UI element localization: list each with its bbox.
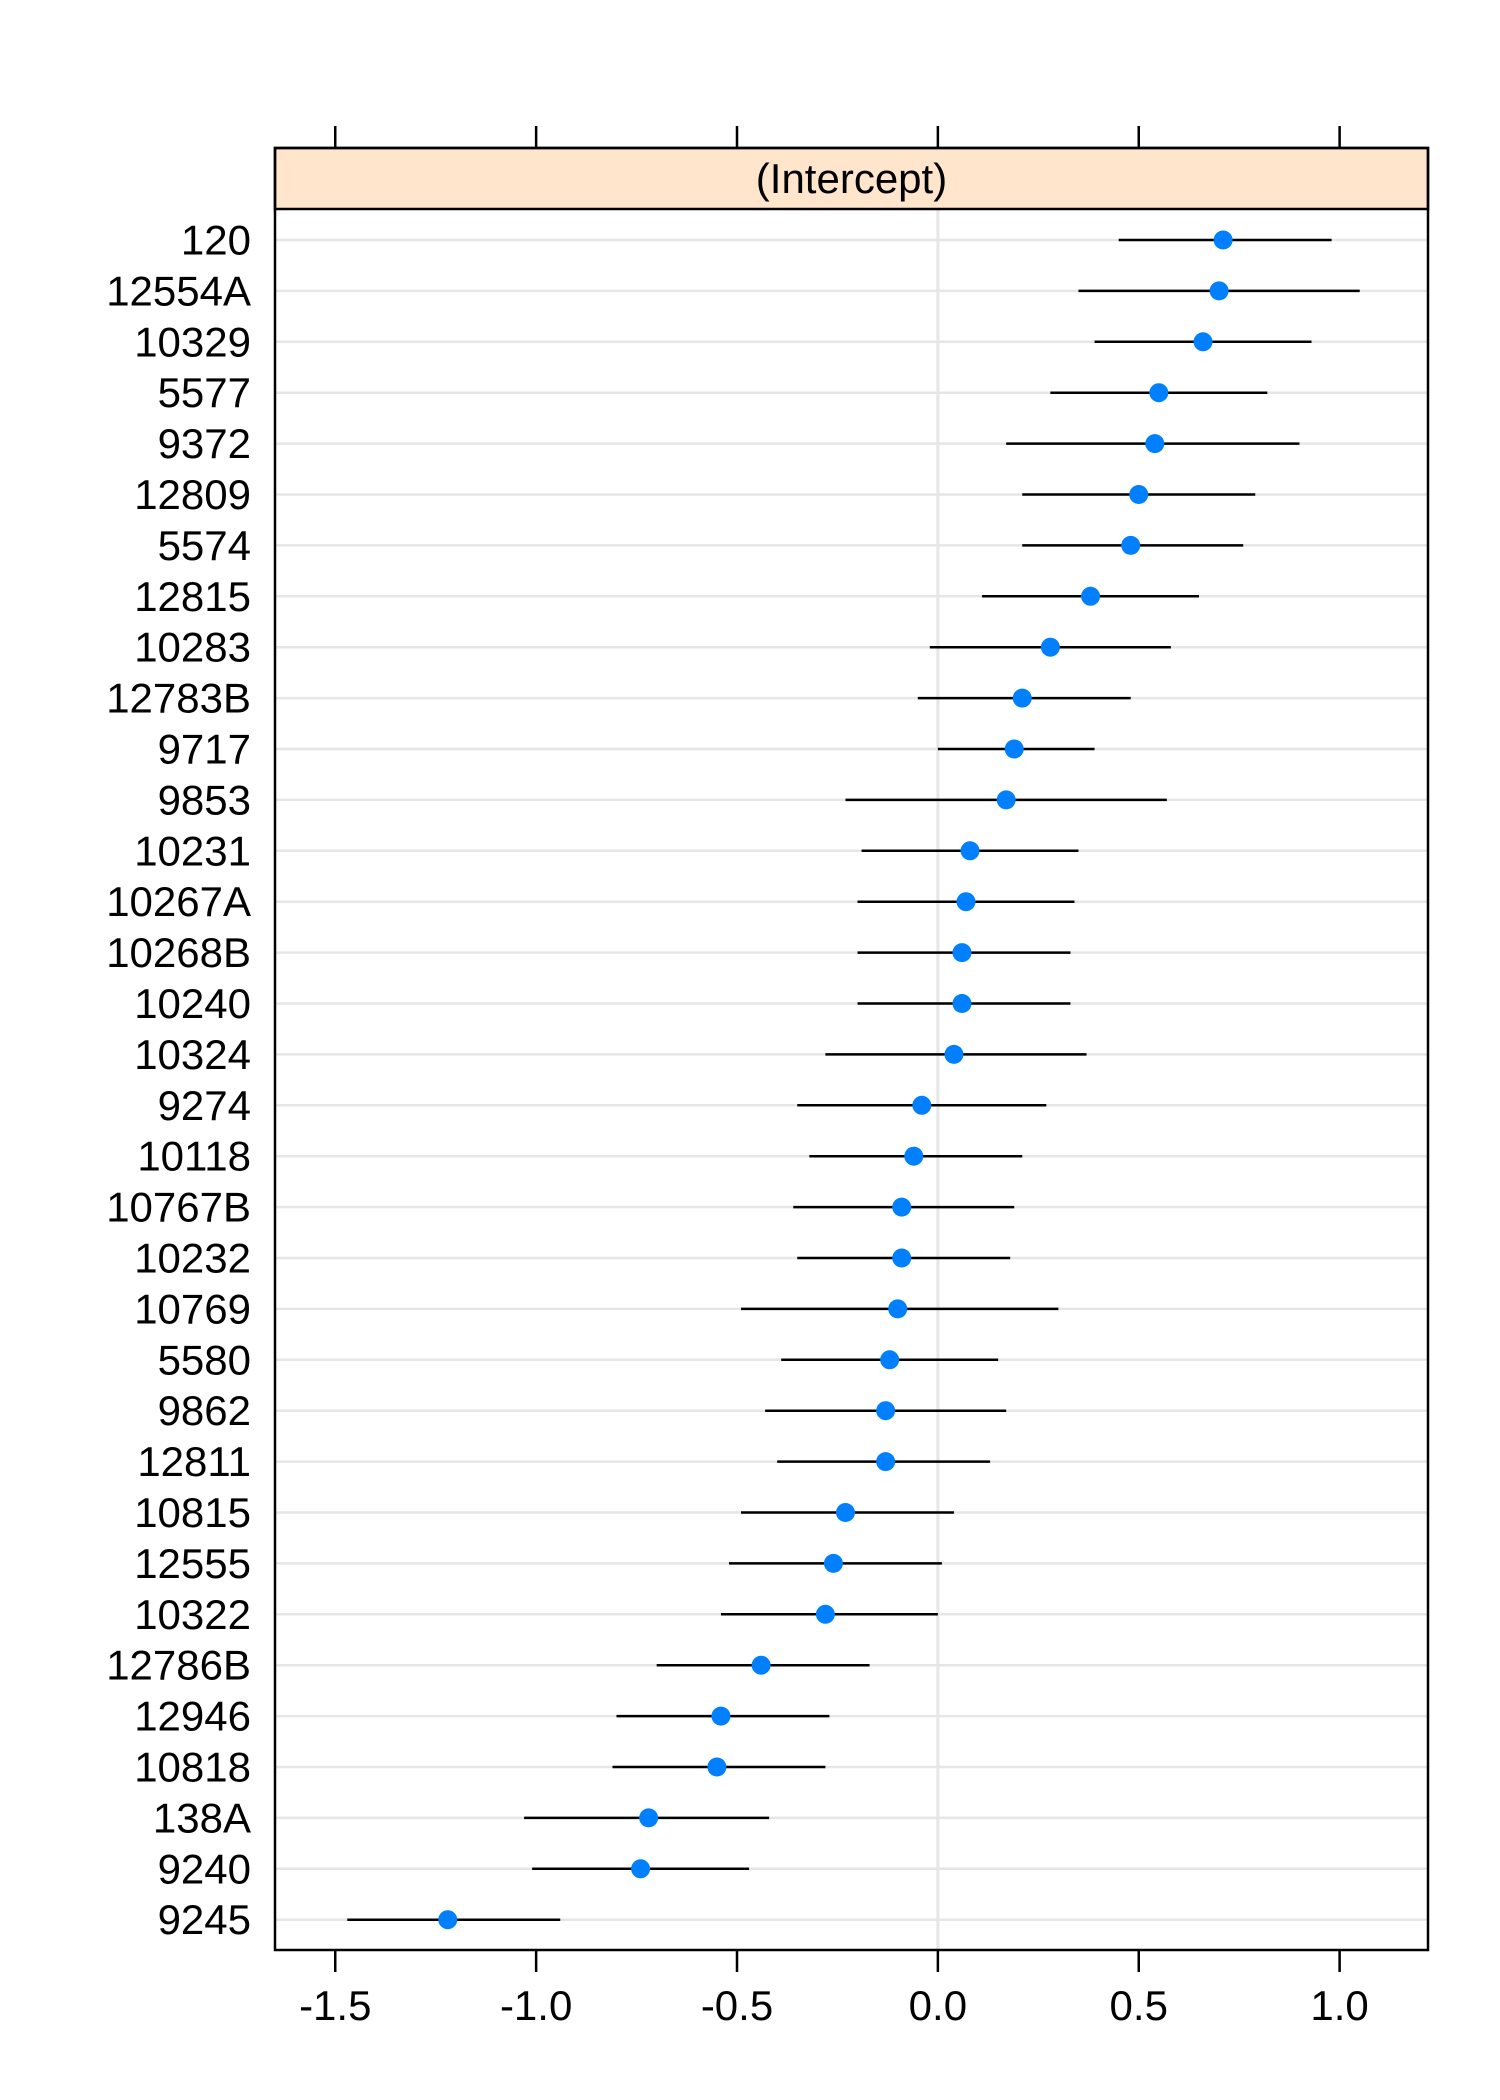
estimate-point (892, 1248, 912, 1268)
strip-label: (Intercept) (756, 155, 947, 202)
estimate-point (960, 841, 980, 861)
y-tick-label: 120 (181, 217, 251, 264)
y-axis-labels: 12012554A1032955779372128095574128151028… (106, 217, 251, 1944)
estimate-point (438, 1910, 458, 1930)
panel-border (273, 146, 1430, 1952)
y-tick-label: 10267A (106, 878, 251, 925)
y-tick-label: 5577 (158, 369, 251, 416)
y-tick-label: 10240 (134, 980, 251, 1027)
y-tick-label: 12555 (134, 1540, 251, 1587)
y-tick-label: 9372 (158, 420, 251, 467)
y-tick-label: 12783B (106, 675, 251, 722)
y-tick-label: 10767B (106, 1184, 251, 1231)
estimate-points (438, 230, 1233, 1930)
estimate-point (888, 1299, 908, 1319)
estimate-point (956, 892, 976, 912)
estimate-point (876, 1401, 896, 1421)
estimate-point (880, 1350, 900, 1370)
estimate-point (912, 1095, 932, 1115)
y-tick-label: 9862 (158, 1387, 251, 1434)
estimate-point (707, 1757, 727, 1777)
y-tick-label: 10268B (106, 929, 251, 976)
estimate-point (996, 790, 1016, 810)
x-axis: -1.5 -1.0 -0.5 0.0 0.5 1.0 (299, 126, 1369, 2029)
y-tick-label: 12554A (106, 267, 251, 314)
estimate-point (952, 943, 972, 963)
estimate-point (1129, 485, 1149, 504)
y-tick-label: 9245 (158, 1896, 251, 1943)
estimate-point (1209, 281, 1229, 301)
y-tick-label: 12811 (137, 1438, 251, 1485)
estimate-point (815, 1604, 835, 1624)
interval-lines (347, 238, 1360, 1921)
estimate-point (1040, 637, 1060, 657)
estimate-point (639, 1808, 659, 1828)
y-tick-label: 10329 (134, 318, 251, 365)
estimate-point (1145, 434, 1165, 454)
y-tick-label: 10232 (134, 1235, 251, 1282)
y-tick-label: 12946 (134, 1693, 251, 1740)
x-tick-label: 1.0 (1310, 1982, 1368, 2029)
gridlines (275, 238, 1428, 1921)
estimate-point (876, 1452, 896, 1472)
estimate-point (711, 1706, 731, 1726)
estimate-point (1012, 688, 1032, 708)
y-tick-label: 10769 (134, 1285, 251, 1332)
estimate-point (835, 1503, 855, 1522)
estimate-point (1213, 230, 1233, 250)
estimate-point (952, 994, 972, 1013)
y-tick-label: 9240 (158, 1845, 251, 1892)
estimate-point (1081, 586, 1101, 606)
y-tick-label: 5574 (158, 522, 251, 569)
x-tick-label: -0.5 (701, 1982, 773, 2029)
estimate-point (1004, 739, 1024, 759)
estimate-point (904, 1146, 924, 1166)
x-tick-label: 0.5 (1110, 1982, 1168, 2029)
x-tick-label: -1.5 (299, 1982, 371, 2029)
estimate-point (892, 1197, 912, 1217)
estimate-point (1193, 332, 1213, 352)
estimate-point (944, 1044, 964, 1064)
x-tick-label: 0.0 (909, 1982, 967, 2029)
y-tick-label: 138A (153, 1794, 251, 1841)
y-tick-label: 12815 (134, 573, 251, 620)
y-tick-label: 10231 (134, 827, 251, 874)
y-tick-label: 10324 (134, 1031, 251, 1078)
y-tick-label: 10815 (134, 1489, 251, 1536)
y-tick-label: 10322 (134, 1591, 251, 1638)
estimate-point (751, 1655, 771, 1675)
y-tick-label: 10283 (134, 624, 251, 671)
y-tick-label: 9717 (158, 726, 251, 773)
y-tick-label: 12809 (134, 471, 251, 518)
estimate-point (823, 1553, 843, 1573)
y-tick-label: 9274 (158, 1082, 251, 1129)
y-tick-label: 12786B (106, 1642, 251, 1689)
y-tick-label: 10818 (134, 1744, 251, 1791)
y-tick-label: 10118 (137, 1133, 251, 1180)
x-tick-label: -1.0 (500, 1982, 572, 2029)
y-tick-label: 9853 (158, 776, 251, 823)
estimate-point (631, 1859, 651, 1879)
estimate-point (1149, 383, 1169, 403)
estimate-point (1121, 535, 1141, 555)
y-tick-label: 5580 (158, 1336, 251, 1383)
